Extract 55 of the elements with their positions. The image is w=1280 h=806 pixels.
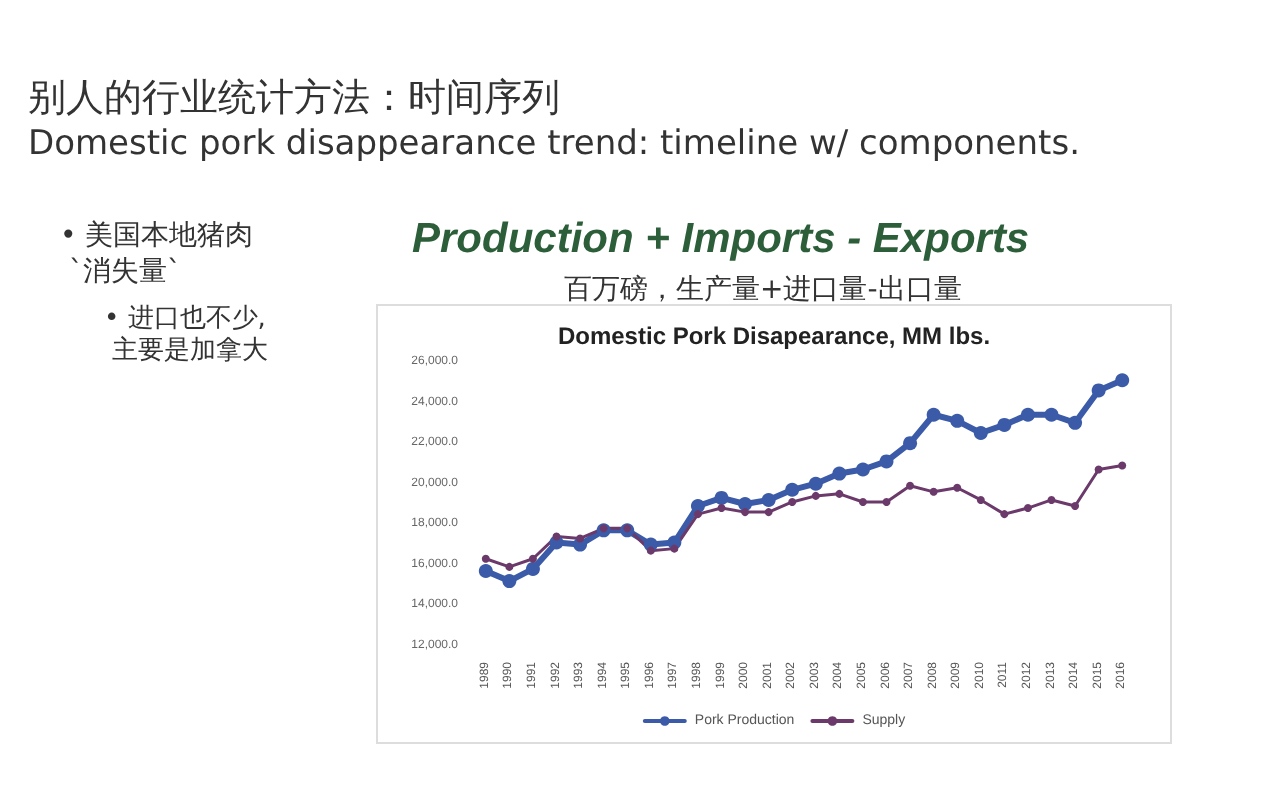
point xyxy=(882,497,891,506)
point xyxy=(997,417,1012,432)
point xyxy=(761,492,776,507)
point xyxy=(811,491,820,500)
point xyxy=(478,563,493,578)
text: Domestic pork disappearance trend: timeline w/ components. xyxy=(28,124,1080,164)
point xyxy=(717,504,726,513)
point xyxy=(832,466,847,481)
point xyxy=(855,462,870,477)
point xyxy=(764,508,773,517)
point xyxy=(835,489,844,498)
point xyxy=(481,554,490,563)
point xyxy=(1071,502,1080,511)
point xyxy=(976,495,985,504)
point xyxy=(903,436,918,451)
point xyxy=(1118,461,1127,470)
text: • 美国本地猪肉 `消失量` xyxy=(60,220,254,290)
point xyxy=(714,490,729,505)
point xyxy=(502,574,517,589)
point xyxy=(1047,495,1056,504)
point xyxy=(576,534,585,543)
point xyxy=(1091,383,1106,398)
point xyxy=(950,413,965,428)
point xyxy=(906,481,915,490)
point xyxy=(953,483,962,492)
point xyxy=(599,524,608,533)
point xyxy=(670,544,679,553)
point xyxy=(741,508,750,517)
text: • 进口也不少, 主要是加拿大 xyxy=(104,304,269,369)
text: 百万磅，生产量+进口量-出口量 xyxy=(564,272,962,308)
point xyxy=(808,476,823,491)
point xyxy=(528,554,537,563)
point xyxy=(552,532,561,541)
point xyxy=(879,454,894,469)
point xyxy=(1115,373,1130,388)
point xyxy=(788,497,797,506)
point xyxy=(1023,504,1032,513)
point xyxy=(1094,465,1103,474)
point xyxy=(623,524,632,533)
text: 别人的行业统计方法：时间序列 xyxy=(28,74,560,124)
point xyxy=(1044,407,1059,422)
point xyxy=(929,487,938,496)
point xyxy=(1000,510,1009,519)
point xyxy=(525,561,540,576)
point xyxy=(693,510,702,519)
point xyxy=(1068,415,1083,430)
point xyxy=(1020,407,1035,422)
point xyxy=(926,407,941,422)
point xyxy=(785,482,800,497)
text: Production + Imports - Exports xyxy=(412,216,1030,264)
chart-title: Domestic Pork Disapearance, MM lbs. xyxy=(557,322,991,350)
point xyxy=(646,546,655,555)
point xyxy=(505,562,514,571)
point xyxy=(973,426,988,440)
point xyxy=(858,497,867,506)
